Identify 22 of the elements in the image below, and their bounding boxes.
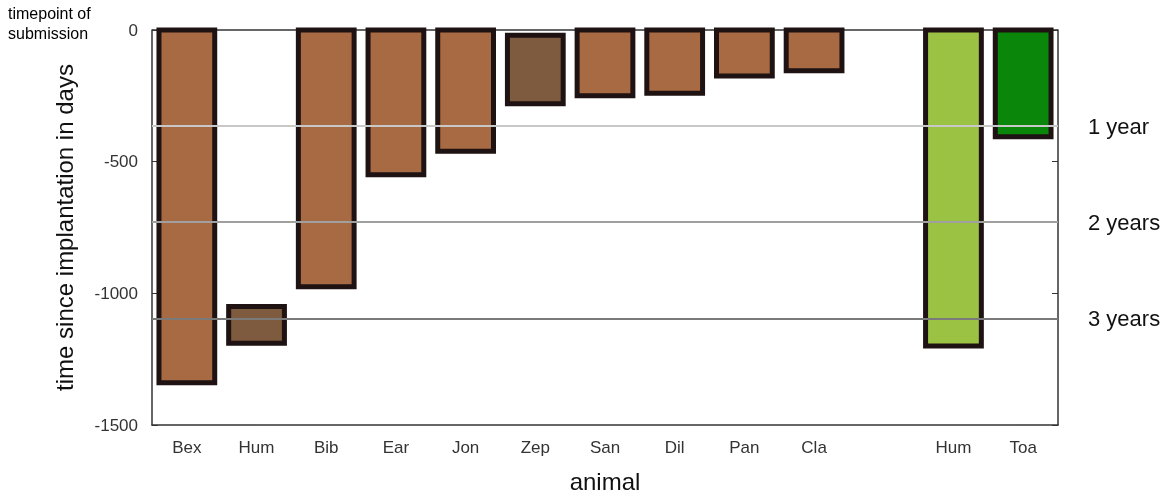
- ref-line-label: 3 years: [1088, 305, 1161, 331]
- x-tick-label: Jon: [451, 438, 480, 457]
- text: timepoint of submission: [8, 5, 91, 42]
- x-tick-label: Bex: [172, 438, 202, 457]
- x-tick-label: Cla: [801, 438, 828, 457]
- x-tick-label: Ear: [382, 438, 410, 457]
- ref-line-label: 1 year: [1088, 113, 1150, 139]
- y-axis-title: time since implantation in days: [50, 64, 78, 391]
- y-tick-label: -1500: [94, 415, 138, 435]
- y-tick-label: -500: [103, 152, 138, 172]
- ref-line-label: 2 years: [1088, 209, 1161, 235]
- x-tick-label: Toa: [1009, 438, 1038, 457]
- x-tick-label: San: [589, 438, 621, 457]
- x-axis-title: animal: [569, 467, 641, 495]
- x-tick-label: Bib: [313, 438, 339, 457]
- x-tick-label: Hum: [238, 438, 275, 457]
- x-tick-label: Dil: [664, 438, 685, 457]
- x-tick-label: Zep: [520, 438, 550, 457]
- y-tick-label: -1000: [94, 283, 138, 303]
- y-tick-label: 0: [128, 20, 138, 40]
- x-tick-label: Hum: [935, 438, 972, 457]
- x-tick-label: Pan: [729, 438, 760, 457]
